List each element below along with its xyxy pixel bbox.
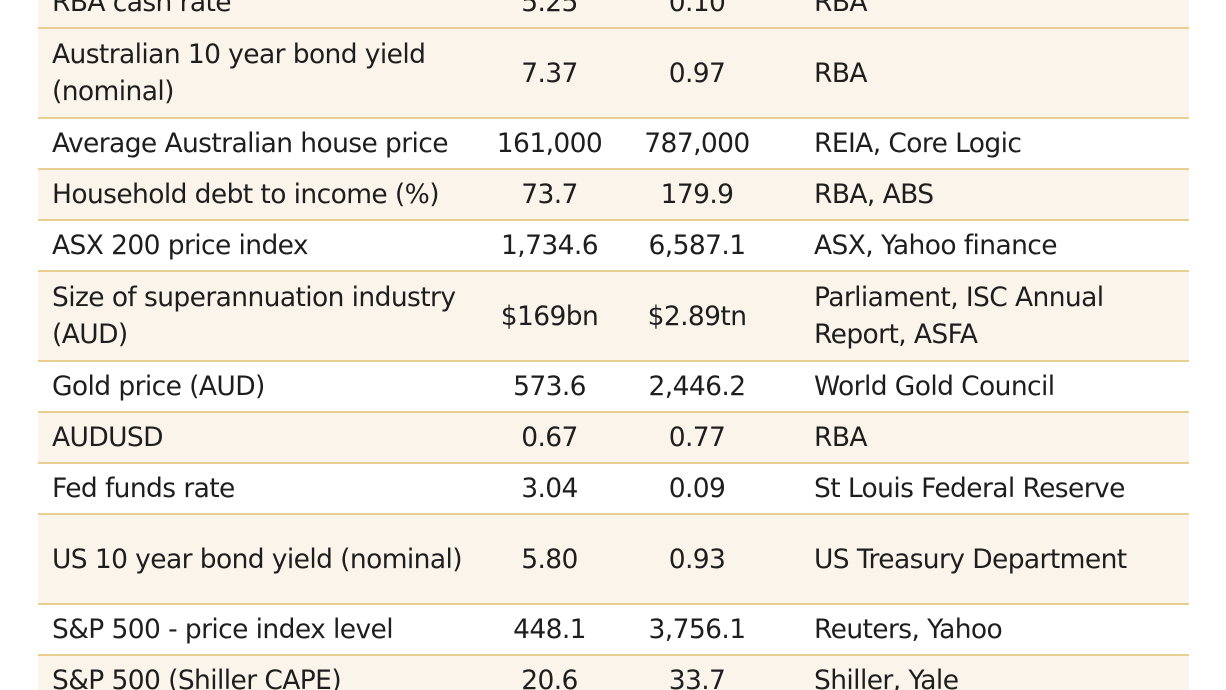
indicator-cell: Gold price (AUD) [38, 361, 492, 413]
source-cell: Parliament, ISC Annual Report, ASFA [787, 271, 1189, 362]
value-2-cell: 6,587.1 [607, 220, 787, 272]
value-1-cell: 448.1 [492, 604, 607, 656]
source-cell: RBA [787, 28, 1189, 119]
value-1-cell: 161,000 [492, 118, 607, 170]
value-1-cell: 3.04 [492, 463, 607, 515]
source-cell: RBA, ABS [787, 169, 1189, 221]
source-cell: ASX, Yahoo finance [787, 220, 1189, 272]
value-2-cell: 0.09 [607, 463, 787, 515]
table-row: Fed funds rate 3.04 0.09 St Louis Federa… [38, 463, 1189, 515]
table-row: Australian 10 year bond yield (nominal) … [38, 28, 1189, 119]
indicator-cell: AUDUSD [38, 412, 492, 464]
indicator-cell: Fed funds rate [38, 463, 492, 515]
value-1-cell: 7.37 [492, 28, 607, 119]
indicator-cell: ASX 200 price index [38, 220, 492, 272]
value-1-cell: $169bn [492, 271, 607, 362]
indicator-cell: S&P 500 (Shiller CAPE) [38, 655, 492, 690]
table-row: Size of superannuation industry (AUD) $1… [38, 271, 1189, 362]
table-row: Gold price (AUD) 573.6 2,446.2 World Gol… [38, 361, 1189, 413]
indicator-cell: Australian 10 year bond yield (nominal) [38, 28, 492, 119]
table-row: S&P 500 - price index level 448.1 3,756.… [38, 604, 1189, 656]
indicator-cell: Size of superannuation industry (AUD) [38, 271, 492, 362]
value-2-cell: 0.97 [607, 28, 787, 119]
source-cell: Shiller, Yale [787, 655, 1189, 690]
value-2-cell: 0.77 [607, 412, 787, 464]
table-row: AUDUSD 0.67 0.77 RBA [38, 412, 1189, 464]
table-row: Household debt to income (%) 73.7 179.9 … [38, 169, 1189, 221]
value-2-cell: 3,756.1 [607, 604, 787, 656]
value-2-cell: 33.7 [607, 655, 787, 690]
source-cell: St Louis Federal Reserve [787, 463, 1189, 515]
value-1-cell: 5.25 [492, 0, 607, 29]
table-row: S&P 500 (Shiller CAPE) 20.6 33.7 Shiller… [38, 655, 1189, 690]
value-1-cell: 1,734.6 [492, 220, 607, 272]
table-row: US 10 year bond yield (nominal) 5.80 0.9… [38, 514, 1189, 605]
economic-indicators-table: RBA cash rate 5.25 0.10 RBA Australian 1… [38, 0, 1189, 690]
indicator-cell: RBA cash rate [38, 0, 492, 29]
table-row: Average Australian house price 161,000 7… [38, 118, 1189, 170]
indicator-cell: Average Australian house price [38, 118, 492, 170]
source-cell: US Treasury Department [787, 514, 1189, 605]
source-cell: Reuters, Yahoo [787, 604, 1189, 656]
value-2-cell: 2,446.2 [607, 361, 787, 413]
indicator-cell: US 10 year bond yield (nominal) [38, 514, 492, 605]
value-1-cell: 0.67 [492, 412, 607, 464]
indicator-cell: S&P 500 - price index level [38, 604, 492, 656]
value-2-cell: 787,000 [607, 118, 787, 170]
table-row: ASX 200 price index 1,734.6 6,587.1 ASX,… [38, 220, 1189, 272]
value-2-cell: 179.9 [607, 169, 787, 221]
value-1-cell: 5.80 [492, 514, 607, 605]
source-cell: RBA [787, 0, 1189, 29]
value-2-cell: 0.10 [607, 0, 787, 29]
value-1-cell: 73.7 [492, 169, 607, 221]
source-cell: World Gold Council [787, 361, 1189, 413]
value-1-cell: 20.6 [492, 655, 607, 690]
source-cell: REIA, Core Logic [787, 118, 1189, 170]
value-1-cell: 573.6 [492, 361, 607, 413]
value-2-cell: 0.93 [607, 514, 787, 605]
indicator-cell: Household debt to income (%) [38, 169, 492, 221]
value-2-cell: $2.89tn [607, 271, 787, 362]
table-row: RBA cash rate 5.25 0.10 RBA [38, 0, 1189, 29]
source-cell: RBA [787, 412, 1189, 464]
